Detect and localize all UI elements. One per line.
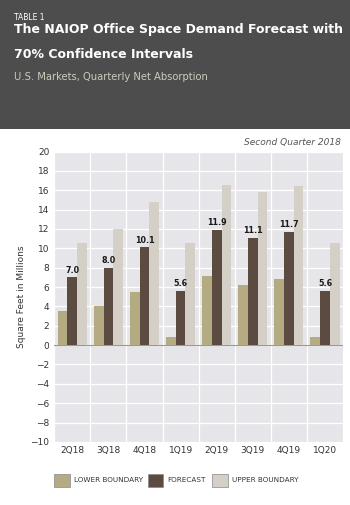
Bar	[68, 277, 77, 345]
Bar	[186, 243, 195, 345]
Bar	[320, 291, 330, 345]
Text: TABLE 1: TABLE 1	[14, 13, 44, 22]
Text: Second Quarter 2018: Second Quarter 2018	[244, 138, 341, 147]
Text: 70% Confidence Intervals: 70% Confidence Intervals	[14, 48, 193, 61]
Text: 11.1: 11.1	[243, 226, 262, 235]
Bar	[258, 192, 267, 345]
Text: FORECAST: FORECAST	[167, 477, 205, 483]
Bar	[140, 247, 149, 345]
Bar	[274, 279, 284, 345]
Bar	[149, 202, 159, 345]
Text: The NAIOP Office Space Demand Forecast with: The NAIOP Office Space Demand Forecast w…	[14, 23, 343, 36]
Bar	[54, 474, 70, 487]
Bar	[94, 307, 104, 345]
Bar	[58, 311, 68, 345]
Bar	[294, 186, 303, 345]
Bar	[202, 276, 212, 345]
Text: LOWER BOUNDARY: LOWER BOUNDARY	[74, 477, 142, 483]
Bar	[147, 474, 163, 487]
Text: 5.6: 5.6	[318, 279, 332, 288]
Text: U.S. Markets, Quarterly Net Absorption: U.S. Markets, Quarterly Net Absorption	[14, 72, 208, 82]
Text: 5.6: 5.6	[174, 279, 188, 288]
Text: 11.9: 11.9	[207, 219, 226, 227]
Bar	[238, 285, 248, 345]
Bar	[310, 337, 320, 345]
Bar	[222, 185, 231, 345]
Bar	[113, 229, 123, 345]
Bar	[176, 291, 186, 345]
Bar	[212, 230, 222, 345]
Text: 11.7: 11.7	[279, 220, 299, 229]
Bar	[284, 232, 294, 345]
Text: 7.0: 7.0	[65, 266, 79, 275]
Text: UPPER BOUNDARY: UPPER BOUNDARY	[232, 477, 298, 483]
Bar	[212, 474, 228, 487]
Bar	[77, 243, 87, 345]
Text: 10.1: 10.1	[135, 236, 154, 245]
Bar	[248, 238, 258, 345]
Text: 8.0: 8.0	[101, 256, 116, 265]
Y-axis label: Square Feet in Millions: Square Feet in Millions	[17, 245, 26, 348]
Bar	[330, 243, 340, 345]
Bar	[166, 337, 176, 345]
Bar	[130, 292, 140, 345]
Bar	[104, 268, 113, 345]
